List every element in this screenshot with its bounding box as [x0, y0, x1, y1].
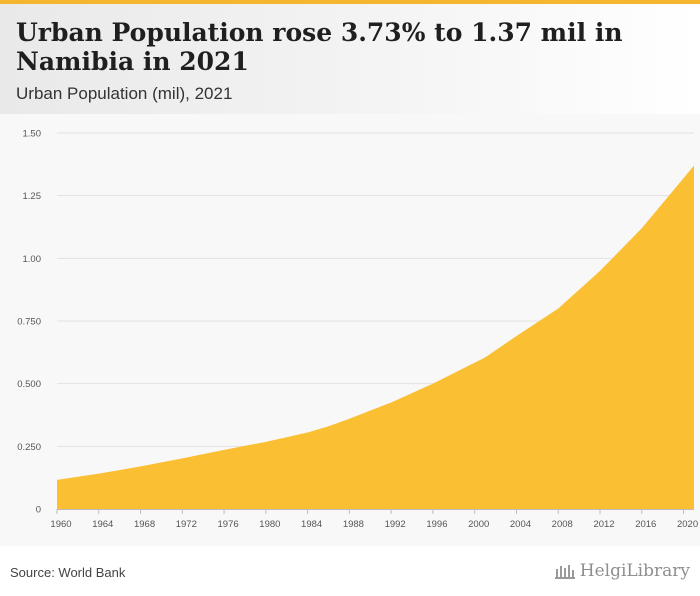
y-tick-label: 1.50 [23, 129, 42, 140]
y-tick-label: 0.500 [17, 379, 41, 390]
y-tick-label: 0 [36, 505, 41, 516]
accent-bar [0, 0, 700, 4]
x-tick-label: 1976 [218, 519, 239, 530]
x-tick-label: 1992 [385, 519, 406, 530]
y-tick-label: 0.750 [17, 317, 41, 328]
x-tick-label: 1988 [343, 519, 364, 530]
y-tick-label: 1.25 [23, 191, 42, 202]
header: Urban Population rose 3.73% to 1.37 mil … [0, 4, 700, 114]
x-tick-label: 1972 [176, 519, 197, 530]
x-tick-label: 2020 [677, 519, 698, 530]
x-tick-label: 1984 [301, 519, 322, 530]
y-tick-label: 0.250 [17, 442, 41, 453]
x-tick-label: 1968 [134, 519, 155, 530]
x-tick-label: 1964 [92, 519, 113, 530]
series-area [57, 165, 694, 509]
x-tick-label: 1980 [259, 519, 280, 530]
source-note: Source: World Bank [10, 565, 126, 580]
y-tick-label: 1.00 [23, 254, 42, 265]
footer [0, 546, 700, 596]
x-tick-label: 2008 [552, 519, 573, 530]
chart-title: Urban Population rose 3.73% to 1.37 mil … [16, 18, 623, 76]
area-chart: 0 0.250 0.500 0.750 1.00 1.25 1.50 1960 1964 1968… [17, 129, 698, 531]
chart-subtitle: Urban Population (mil), 2021 [16, 84, 233, 103]
x-tick-label: 2016 [635, 519, 656, 530]
x-tick-label: 2012 [593, 519, 614, 530]
x-tick-label: 2000 [468, 519, 489, 530]
brand-name: HelgiLibrary [579, 561, 690, 581]
brand-logo[interactable]: HelgiLibrary [554, 561, 690, 581]
x-tick-label: 1960 [50, 519, 71, 530]
library-columns-icon [554, 565, 575, 579]
x-tick-label: 1996 [426, 519, 447, 530]
x-tick-label: 2004 [510, 519, 531, 530]
